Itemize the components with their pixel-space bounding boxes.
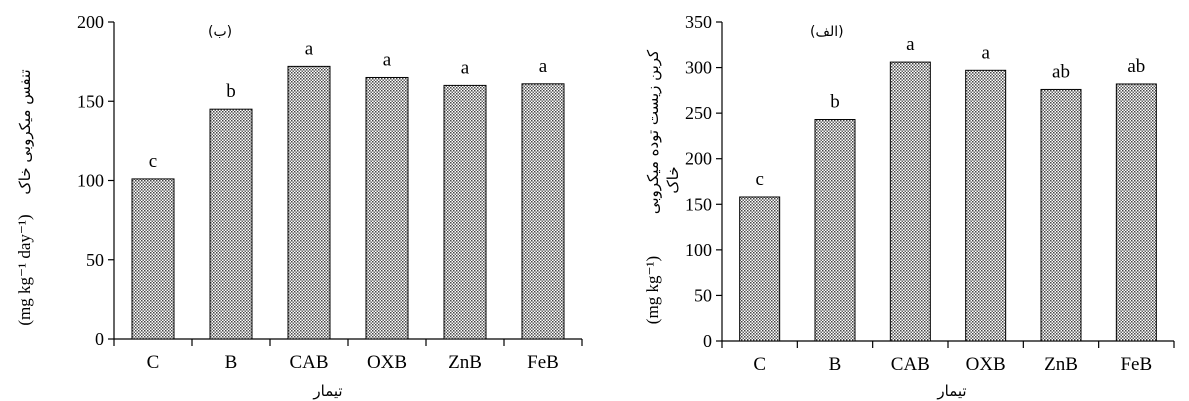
right-bar-OXB xyxy=(965,69,1007,342)
y-axis-label-right-line2: خاک xyxy=(664,166,682,193)
left-bar-B xyxy=(209,108,253,340)
left-bar-ZnB xyxy=(443,84,487,340)
left-bar-OXB xyxy=(365,76,409,340)
plot-left: 0 50 100 150 200 c Cb Ba CAB a OXB a ZnB a FeB xyxy=(77,12,583,373)
right-y-tick-label: 300 xyxy=(685,58,712,78)
right-bar-ZnB xyxy=(1040,88,1082,342)
left-bar-CAB xyxy=(287,65,331,340)
left-significance-letter: a xyxy=(461,57,470,78)
right-category-label: ZnB xyxy=(1044,354,1078,375)
left-y-tick-label: 100 xyxy=(77,171,104,191)
left-significance-letter: a xyxy=(383,49,392,70)
right-category-label: CAB xyxy=(891,354,930,375)
left-category-label: C xyxy=(147,352,160,373)
right-category-label: B xyxy=(829,354,842,375)
y-axis-label-right: کربن زیست توده میکروبی xyxy=(644,49,662,214)
left-category-label: ZnB xyxy=(448,352,482,373)
left-y-tick-label: 0 xyxy=(95,329,104,349)
plot-right: 0 50 100 150 200 250 300 350 c Cb Ba CAB a OXB ab ZnB ab… xyxy=(685,12,1175,375)
y-axis-unit-right: (mg kg⁻¹) xyxy=(643,256,662,324)
left-category-label: FeB xyxy=(527,352,559,373)
right-significance-letter: c xyxy=(755,169,763,190)
right-significance-letter: ab xyxy=(1127,56,1145,77)
x-axis-label-left: تیمار xyxy=(312,382,342,400)
left-y-tick-label: 150 xyxy=(77,91,104,111)
right-bar-C xyxy=(739,196,781,342)
left-significance-letter: a xyxy=(539,56,548,77)
right-y-tick-label: 250 xyxy=(685,103,712,123)
right-y-tick-label: 100 xyxy=(685,240,712,260)
left-category-label: OXB xyxy=(367,352,407,373)
right-bar-FeB xyxy=(1115,83,1157,342)
left-y-tick-label: 50 xyxy=(86,250,104,270)
left-significance-letter: c xyxy=(149,151,157,172)
left-bar-FeB xyxy=(521,83,565,340)
right-y-tick-label: 200 xyxy=(685,149,712,169)
right-bar-B xyxy=(814,119,856,342)
right-y-tick-label: 0 xyxy=(703,331,712,351)
right-y-tick-label: 150 xyxy=(685,194,712,214)
panel-label-right: (الف) xyxy=(810,24,844,40)
y-axis-label-left: تنفس میکروبی خاک xyxy=(16,69,34,194)
panel-label-left: (ب) xyxy=(208,24,232,40)
left-bar-C xyxy=(131,178,175,340)
right-category-label: FeB xyxy=(1120,354,1152,375)
right-y-tick-label: 350 xyxy=(685,12,712,32)
right-bar-CAB xyxy=(889,61,931,342)
right-significance-letter: b xyxy=(830,92,840,113)
left-y-tick-label: 200 xyxy=(77,12,104,32)
right-category-label: C xyxy=(753,354,766,375)
y-axis-unit-left: (mg kg⁻¹ day⁻¹) xyxy=(15,214,34,325)
left-category-label: B xyxy=(225,352,238,373)
right-significance-letter: a xyxy=(906,34,915,55)
left-category-label: CAB xyxy=(289,352,328,373)
left-significance-letter: b xyxy=(226,81,236,102)
left-significance-letter: a xyxy=(305,38,314,59)
right-significance-letter: a xyxy=(981,42,990,63)
right-category-label: OXB xyxy=(966,354,1006,375)
right-significance-letter: ab xyxy=(1052,61,1070,82)
x-axis-label-right: تیمار xyxy=(936,382,966,400)
right-y-tick-label: 50 xyxy=(694,285,712,305)
